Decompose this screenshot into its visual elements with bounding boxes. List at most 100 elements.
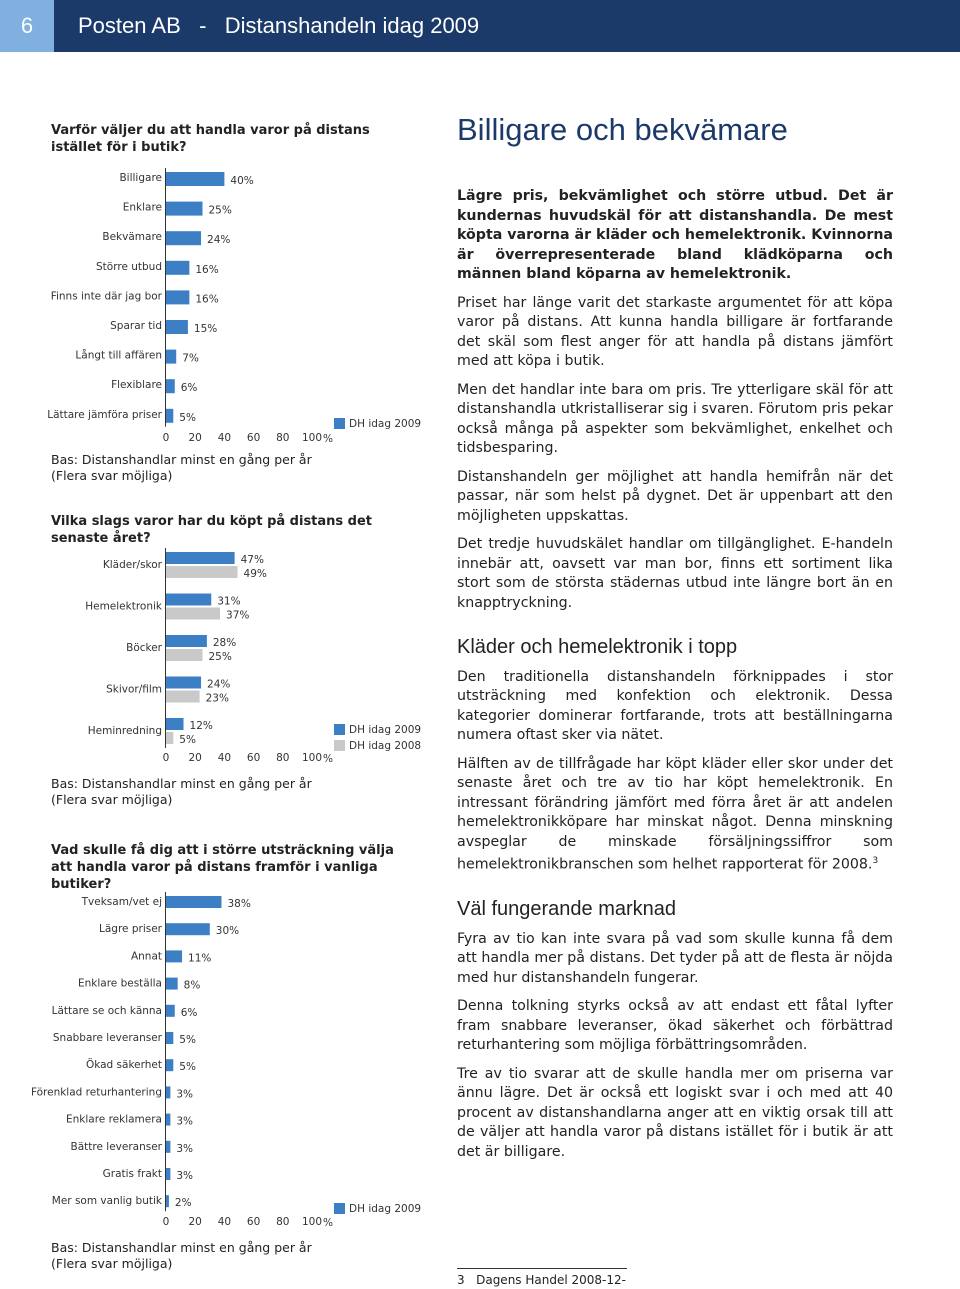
note: (Flera svar möjliga) [51, 792, 173, 807]
bar [166, 950, 183, 963]
section-heading: Kläder och hemelektronik i topp [457, 636, 738, 658]
x-tick-label: 80 [276, 1216, 289, 1228]
paragraph: Priset har länge varit det starkaste arg… [457, 294, 893, 370]
value-label: 8% [184, 980, 201, 992]
value-label: 31% [217, 596, 240, 608]
value-label: 25% [209, 205, 232, 217]
note: Bas: Distanshandlar minst en gång per år [51, 776, 312, 791]
bar [166, 201, 203, 216]
note: Bas: Distanshandlar minst en gång per år [51, 1240, 312, 1255]
legend-swatch [334, 1203, 345, 1214]
category-label: Bättre leveranser [71, 1141, 163, 1153]
x-tick-label: 20 [189, 752, 202, 764]
bar [166, 1140, 171, 1153]
category-label: Ökad säkerhet [86, 1058, 162, 1071]
category-label: Sparar tid [110, 320, 162, 332]
category-label: Mer som vanlig butik [52, 1195, 163, 1207]
value-label: 11% [188, 952, 211, 964]
bar [166, 896, 222, 908]
value-label: 38% [227, 898, 250, 910]
bar [166, 1059, 174, 1072]
x-tick-label: 80 [276, 752, 289, 764]
footnote: 3 Dagens Handel 2008-12-23 [457, 1268, 627, 1289]
footnote-ref: 3 [872, 856, 879, 866]
x-tick-label: 60 [247, 1216, 260, 1228]
article-heading: Billigare och bekvämare [457, 112, 788, 147]
category-label: Kläder/skor [103, 559, 163, 571]
value-label: 24% [207, 234, 230, 246]
bar [166, 566, 238, 578]
value-label: 40% [230, 175, 253, 187]
value-label: 30% [216, 925, 239, 937]
value-label: 5% [179, 1061, 196, 1073]
page-number: 6 [0, 0, 54, 52]
bar [166, 607, 221, 620]
x-tick-label: 20 [189, 432, 202, 444]
category-label: Gratis frakt [103, 1168, 162, 1180]
paragraph: Tre av tio svarar att de skulle handla m… [457, 1065, 893, 1160]
value-label: 3% [176, 1143, 193, 1155]
lead: Lägre pris, bekvämlighet och större utbu… [457, 188, 893, 282]
value-label: 7% [182, 353, 199, 365]
x-tick-label: 0 [163, 752, 170, 764]
bar [166, 923, 210, 936]
category-label: Större utbud [96, 261, 162, 273]
value-label: 16% [195, 264, 218, 276]
x-tick-label: 0 [163, 1216, 170, 1228]
category-label: Lättare se och känna [52, 1005, 162, 1017]
x-tick-label: 40 [218, 432, 231, 444]
note: Bas: Distanshandlar minst en gång per år [51, 452, 312, 467]
axis-unit: % [323, 753, 333, 765]
question: Vad skulle få dig att i större utsträckn… [51, 843, 394, 892]
category-label: Lägre priser [99, 923, 163, 935]
article-section: Väl fungerande marknad Fyra av tio kan i… [457, 899, 893, 1171]
header-title: Posten AB - Distanshandeln idag 2009 [78, 13, 480, 38]
category-label: Skivor/film [106, 684, 162, 696]
paragraph: Distanshandeln ger möjlighet att handla … [457, 468, 893, 524]
category-label: Långt till affären [75, 349, 162, 362]
charts: Billigare 40% Enklare 25% Bekvämare 24% Större… [31, 168, 421, 1229]
bar [166, 732, 174, 744]
category-label: Enklare reklamera [66, 1114, 162, 1126]
paragraph: Den traditionella distanshandeln förknip… [457, 668, 893, 744]
bar [166, 977, 178, 990]
x-tick-label: 80 [276, 432, 289, 444]
bar [166, 593, 212, 606]
category-label: Flexiblare [111, 379, 162, 391]
legend-label: DH idag 2008 [349, 740, 421, 752]
bar [166, 1086, 171, 1099]
value-label: 5% [179, 1034, 196, 1046]
bar [166, 1032, 174, 1044]
category-label: Finns inte där jag bor [51, 290, 163, 302]
category-label: Enklare [123, 202, 162, 214]
x-tick-label: 40 [218, 1216, 231, 1228]
value-label: 25% [209, 651, 232, 663]
paragraph-text: Hälften av de tillfrågade har köpt kläde… [457, 755, 893, 873]
x-tick-label: 100 [302, 1216, 322, 1228]
bar [166, 676, 202, 689]
value-label: 3% [176, 1170, 193, 1182]
bar [166, 718, 184, 730]
category-label: Bekvämare [102, 231, 162, 243]
category-label: Snabbare leveranser [53, 1032, 163, 1044]
value-label: 12% [190, 720, 213, 732]
legend-label: DH idag 2009 [349, 418, 421, 430]
bar [166, 1195, 169, 1208]
value-label: 6% [181, 382, 198, 394]
legend-label: DH idag 2009 [349, 724, 421, 736]
bar [166, 320, 188, 334]
legend-label: DH idag 2009 [349, 1203, 421, 1215]
axis-unit: % [323, 433, 333, 445]
x-tick-label: 20 [189, 1216, 202, 1228]
category-label: Hemelektronik [85, 601, 163, 613]
bar [166, 379, 175, 394]
paragraph: Hälften av de tillfrågade har köpt kläde… [457, 755, 893, 876]
bar [166, 1004, 175, 1017]
bar [166, 260, 190, 275]
value-label: 47% [241, 554, 264, 566]
bar [166, 552, 235, 564]
value-label: 2% [175, 1197, 192, 1209]
value-label: 49% [244, 568, 267, 580]
paragraph: Det tredje huvudskälet handlar om tillgä… [457, 536, 893, 611]
